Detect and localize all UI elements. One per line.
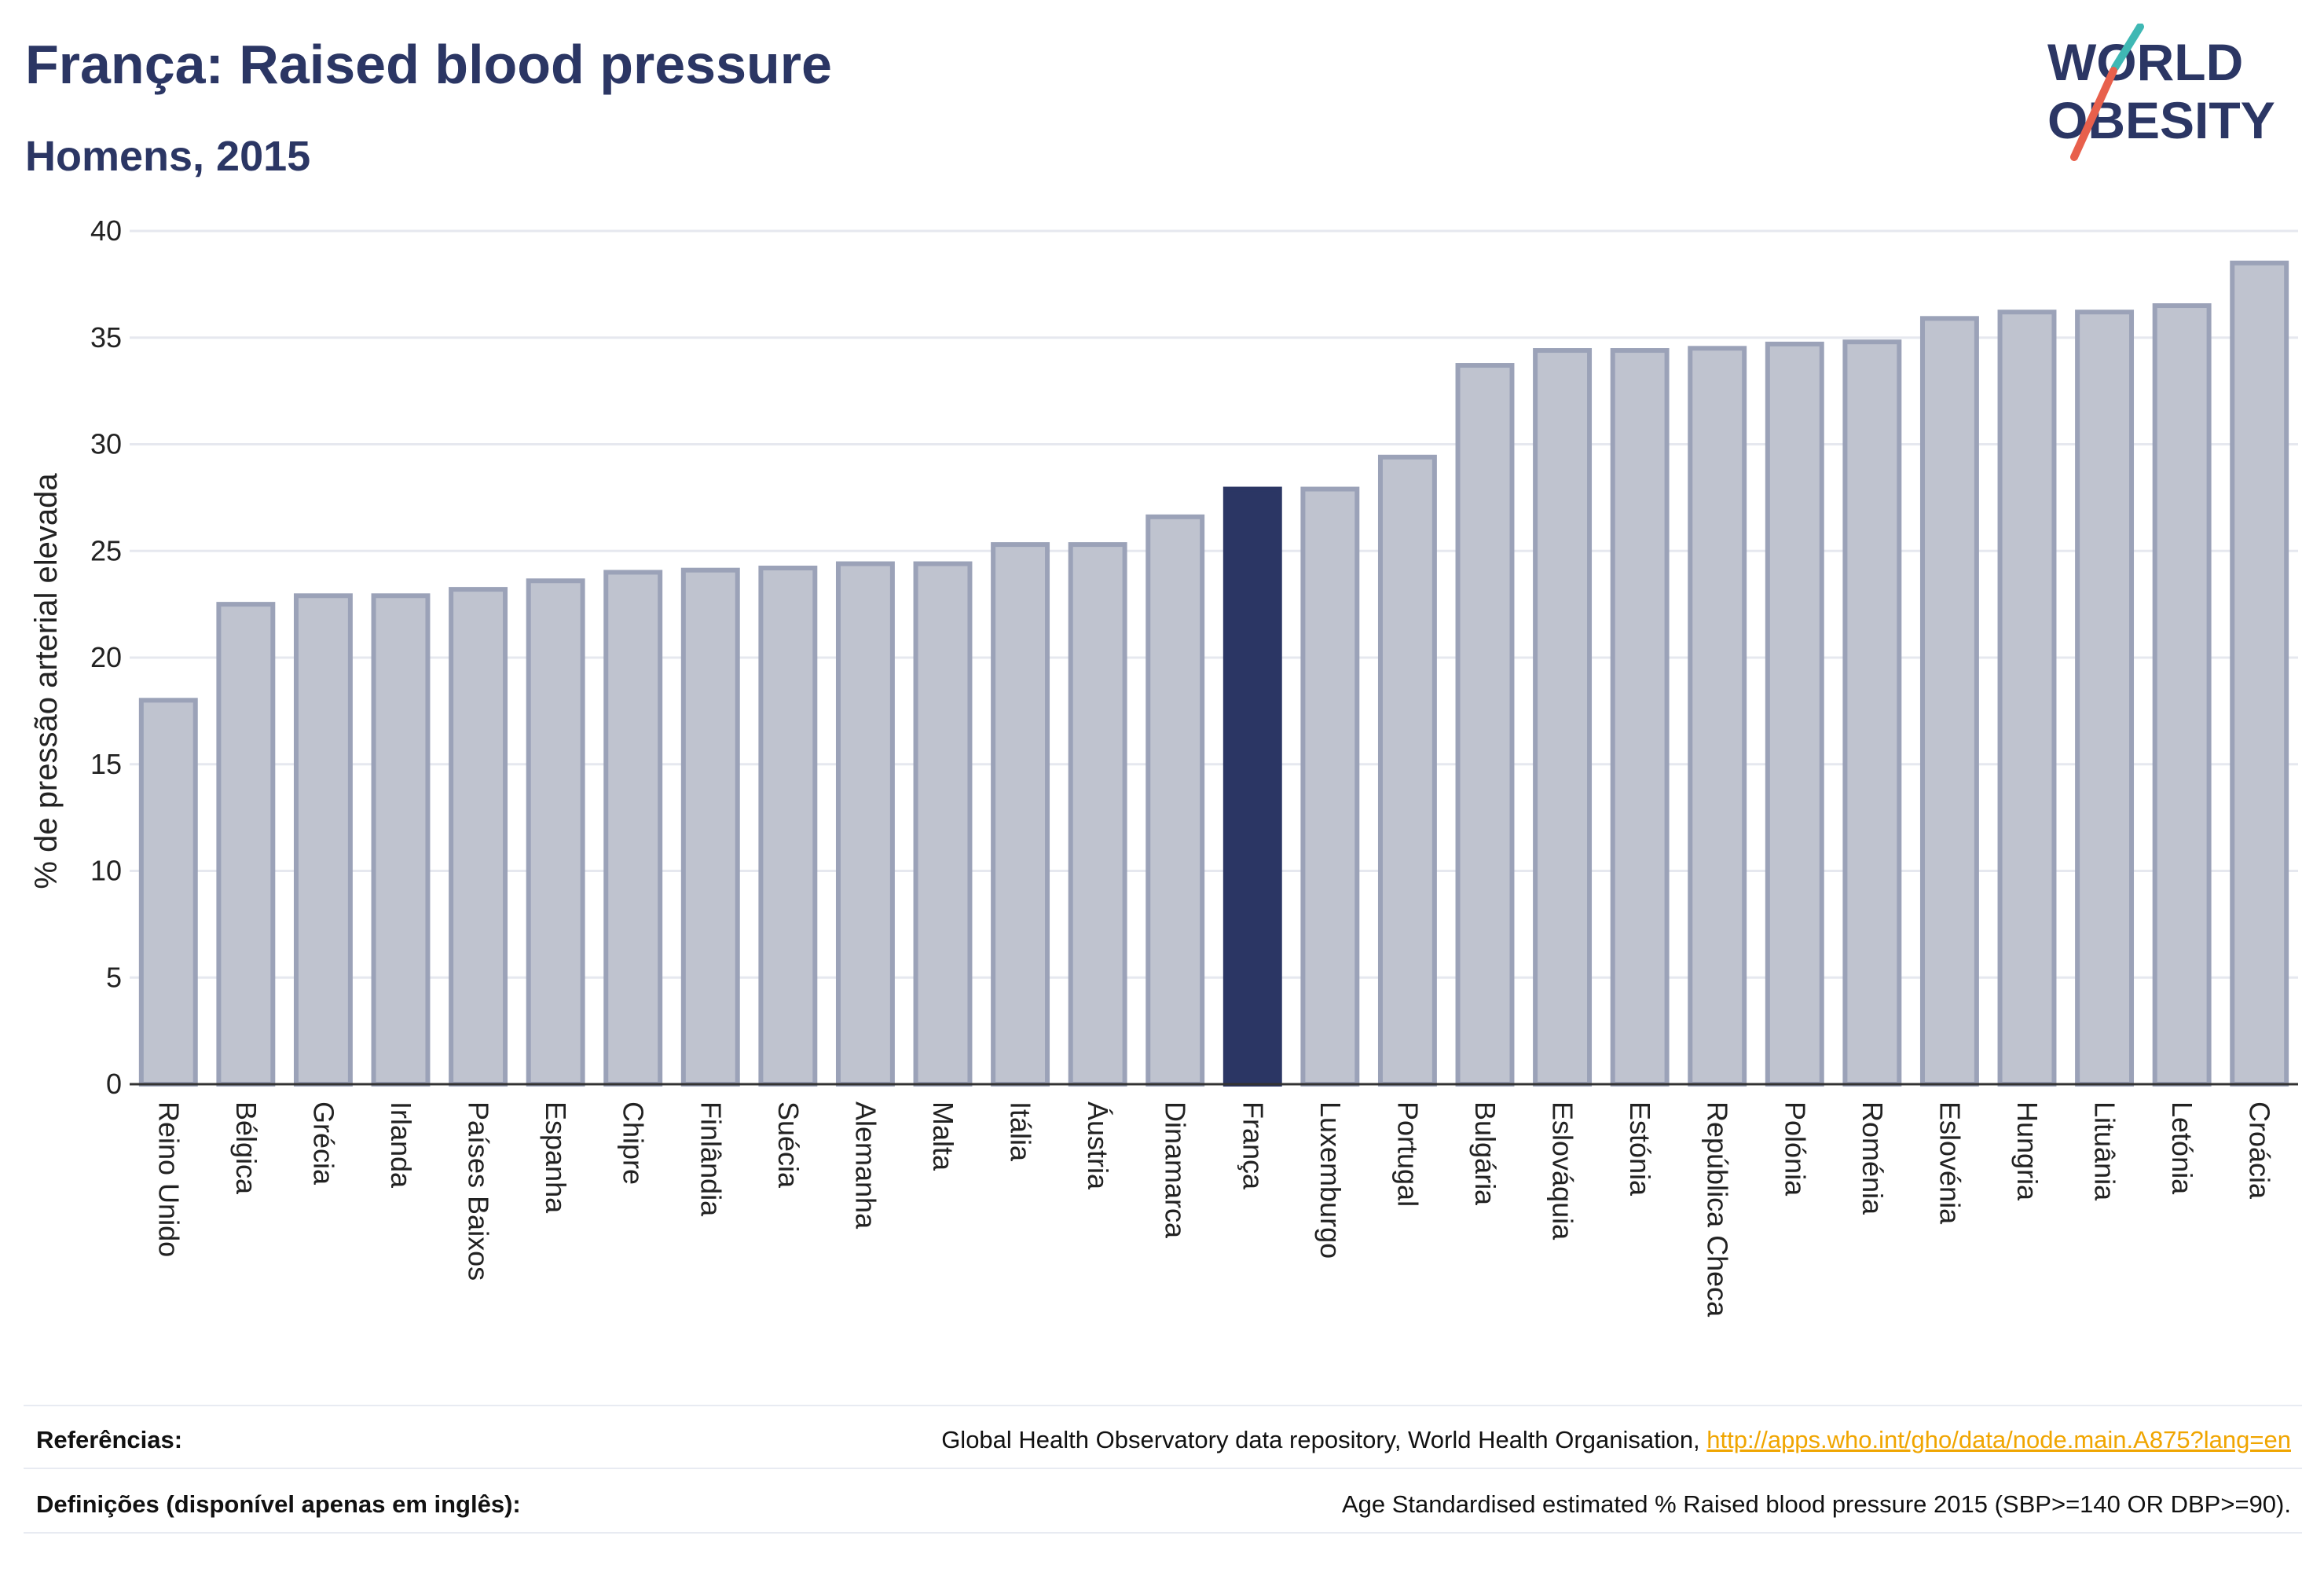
bar <box>2230 260 2289 1087</box>
bar <box>526 578 585 1087</box>
bar <box>1533 348 1593 1087</box>
bar-highlighted <box>1222 486 1282 1087</box>
references-value: Global Health Observatory data repositor… <box>941 1420 2291 1460</box>
x-tick-label: Itália <box>1005 1101 1037 1162</box>
x-tick-label: Bélgica <box>230 1101 262 1195</box>
logo-line1: WORLD <box>2047 33 2243 91</box>
x-tick-label: Chipre <box>618 1101 650 1185</box>
x-tick-label: França <box>1237 1101 1269 1190</box>
x-tick-label: Letónia <box>2166 1101 2198 1195</box>
y-tick-label: 5 <box>106 961 122 993</box>
bar <box>1455 363 1515 1087</box>
bar-chart: 0 5 10 15 20 25 30 35 40 Reino Unido Bélgica Gréci… <box>29 214 2298 1318</box>
references-link[interactable]: http://apps.who.int/gho/data/node.main.A… <box>1706 1426 2291 1453</box>
x-tick-label: Estónia <box>1624 1101 1656 1197</box>
logo-slash-coral <box>2070 67 2117 161</box>
references-label: Referências: <box>36 1426 183 1453</box>
bar <box>758 565 818 1087</box>
x-tick-label: Roménia <box>1857 1101 1889 1215</box>
x-axis-tick-labels: Reino Unido Bélgica Grécia Irlanda Países Ba… <box>152 1101 2275 1318</box>
logo-slash-teal <box>2111 24 2144 71</box>
x-tick-label: Luxemburgo <box>1314 1101 1347 1259</box>
bar <box>1997 310 2057 1087</box>
x-tick-label: Croácia <box>2244 1101 2276 1200</box>
x-tick-label: Hungria <box>2011 1101 2044 1201</box>
x-tick-label: Alemanha <box>849 1101 882 1230</box>
bar <box>293 593 353 1087</box>
x-tick-label: Portugal <box>1391 1101 1424 1207</box>
x-tick-label: Eslováquia <box>1547 1101 1579 1241</box>
y-tick-label: 25 <box>90 534 122 566</box>
chart-title: França: Raised blood pressure <box>25 34 832 95</box>
definitions-value: Age Standardised estimated % Raised bloo… <box>1341 1490 2291 1518</box>
footer-divider-bottom <box>24 1532 2302 1534</box>
y-tick-label: 15 <box>90 748 122 780</box>
bar <box>680 567 740 1087</box>
x-tick-label: Polónia <box>1779 1101 1811 1197</box>
x-tick-label: Suécia <box>772 1101 805 1189</box>
bar <box>913 561 973 1087</box>
chart-subtitle: Homens, 2015 <box>25 133 311 180</box>
bar <box>1765 341 1824 1087</box>
bar <box>1688 346 1747 1087</box>
x-tick-label: Irlanda <box>385 1101 417 1189</box>
bar <box>835 561 895 1087</box>
bars <box>138 260 2289 1087</box>
world-obesity-logo[interactable]: WORLD OBESITY <box>2043 24 2310 165</box>
bar <box>2075 310 2135 1087</box>
y-tick-label: 0 <box>106 1068 122 1100</box>
x-tick-label: Espanha <box>540 1101 572 1214</box>
footer-divider-top <box>24 1405 2302 1406</box>
bar <box>216 602 276 1087</box>
x-tick-label: Áustria <box>1082 1101 1114 1190</box>
bar <box>1300 486 1360 1087</box>
x-tick-label: Grécia <box>307 1101 339 1186</box>
x-tick-label: Reino Unido <box>152 1101 185 1257</box>
definitions-label: Definições (disponível apenas em inglês)… <box>36 1490 521 1518</box>
y-tick-label: 10 <box>90 855 122 887</box>
y-tick-label: 35 <box>90 321 122 354</box>
bar <box>603 570 663 1087</box>
x-tick-label: Países Baixos <box>463 1101 495 1281</box>
bar <box>1842 339 1902 1087</box>
bar <box>1146 514 1205 1087</box>
x-tick-label: Eslovénia <box>1934 1101 1966 1225</box>
references-text: Global Health Observatory data repositor… <box>941 1426 1707 1453</box>
y-tick-label: 20 <box>90 641 122 673</box>
bar <box>991 542 1050 1087</box>
x-tick-label: Malta <box>927 1101 959 1171</box>
footer-divider-middle <box>24 1468 2302 1469</box>
x-tick-label: Dinamarca <box>1160 1101 1192 1239</box>
x-tick-label: Lituânia <box>2089 1101 2121 1201</box>
bar <box>1610 348 1670 1087</box>
x-tick-label: Bulgária <box>1469 1101 1501 1206</box>
bar <box>1919 316 1979 1087</box>
bar <box>2152 303 2212 1087</box>
y-axis-ticks: 0 5 10 15 20 25 30 35 40 <box>90 214 122 1100</box>
definitions-row: Definições (disponível apenas em inglês)… <box>36 1485 2291 1524</box>
y-axis-label: % de pressão arterial elevada <box>29 473 64 889</box>
bar <box>449 587 508 1087</box>
x-tick-label: República Checa <box>1702 1101 1734 1318</box>
x-tick-label: Finlândia <box>695 1101 727 1217</box>
bar <box>138 698 198 1087</box>
bar <box>1377 454 1437 1087</box>
references-row: Referências: Global Health Observatory d… <box>36 1420 2291 1460</box>
y-tick-label: 30 <box>90 428 122 460</box>
bar <box>371 593 431 1087</box>
y-tick-label: 40 <box>90 214 122 247</box>
bar <box>1068 542 1127 1087</box>
